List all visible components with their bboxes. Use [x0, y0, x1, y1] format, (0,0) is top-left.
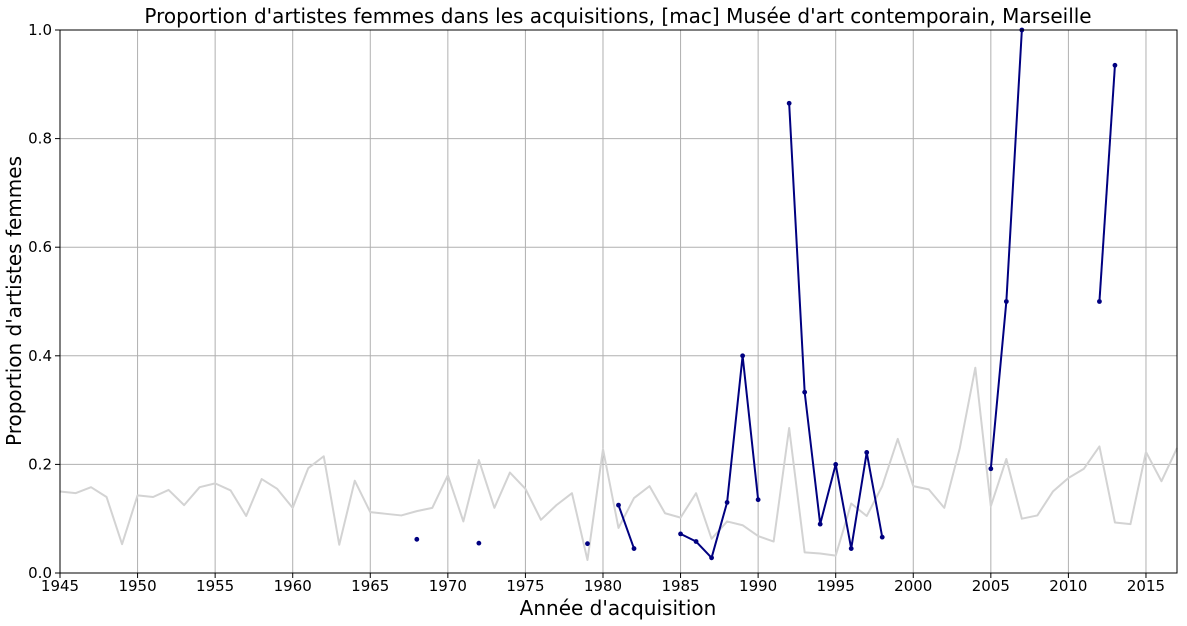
data-point	[631, 546, 637, 551]
grid-layer	[59, 29, 1177, 574]
x-tick-label: 2015	[1127, 577, 1165, 595]
data-point	[740, 353, 746, 359]
data-point	[724, 500, 730, 505]
data-point	[678, 531, 683, 537]
x-tick-label: 1980	[584, 577, 622, 595]
x-tick-label: 1955	[196, 577, 234, 595]
y-tick-label: 0.6	[28, 238, 52, 256]
series-1-line	[1098, 65, 1116, 302]
x-tick-label: 1995	[817, 577, 855, 595]
x-tick-label: 1985	[661, 577, 699, 595]
x-tick-label: 1950	[118, 577, 156, 595]
x-tick-label: 2000	[894, 577, 932, 595]
data-point	[817, 521, 823, 527]
data-point	[693, 539, 699, 544]
series-1	[414, 27, 1118, 561]
data-point	[864, 450, 870, 455]
series-1-line	[680, 354, 760, 559]
data-point	[1097, 299, 1102, 304]
x-tick-label: 1975	[506, 577, 544, 595]
y-tick-label: 1.0	[28, 21, 52, 39]
y-tick-label: 0.0	[28, 564, 52, 582]
x-tick-label: 1965	[351, 577, 389, 595]
x-tick-label: 2010	[1049, 577, 1087, 595]
data-point	[414, 536, 420, 542]
y-tick-label: 0.4	[28, 347, 52, 365]
data-point	[786, 100, 792, 106]
chart-title: Proportion d'artistes femmes dans les ac…	[144, 4, 1091, 28]
data-point	[755, 497, 761, 503]
data-point	[476, 540, 482, 546]
data-point	[1003, 299, 1009, 304]
data-point	[988, 466, 994, 472]
series-1-line	[617, 504, 635, 549]
x-tick-label: 2005	[972, 577, 1010, 595]
data-point	[848, 546, 854, 551]
y-tick-label: 0.2	[28, 455, 52, 473]
plot-frame	[59, 29, 1178, 574]
tick-layer: 1945 1950 1955 1960 1965 1970 1975 1980 1985 1990…	[28, 21, 1165, 595]
data-point	[585, 541, 590, 547]
series-1-line	[989, 29, 1023, 469]
x-tick-label: 1960	[274, 577, 312, 595]
y-tick-label: 0.8	[28, 130, 52, 148]
data-point	[616, 502, 621, 508]
x-tick-label: 1970	[429, 577, 467, 595]
x-tick-label: 1945	[41, 577, 79, 595]
series-0-line	[59, 366, 1178, 561]
series-0	[59, 366, 1178, 561]
x-tick-label: 1990	[739, 577, 777, 595]
data-point	[802, 389, 808, 395]
y-axis-label: Proportion d'artistes femmes	[2, 156, 26, 446]
data-point	[1112, 62, 1118, 68]
data-point	[833, 462, 839, 467]
series-layer	[59, 27, 1178, 561]
data-point	[709, 555, 714, 561]
x-axis-label: Année d'acquisition	[520, 596, 717, 620]
data-point	[879, 534, 885, 540]
